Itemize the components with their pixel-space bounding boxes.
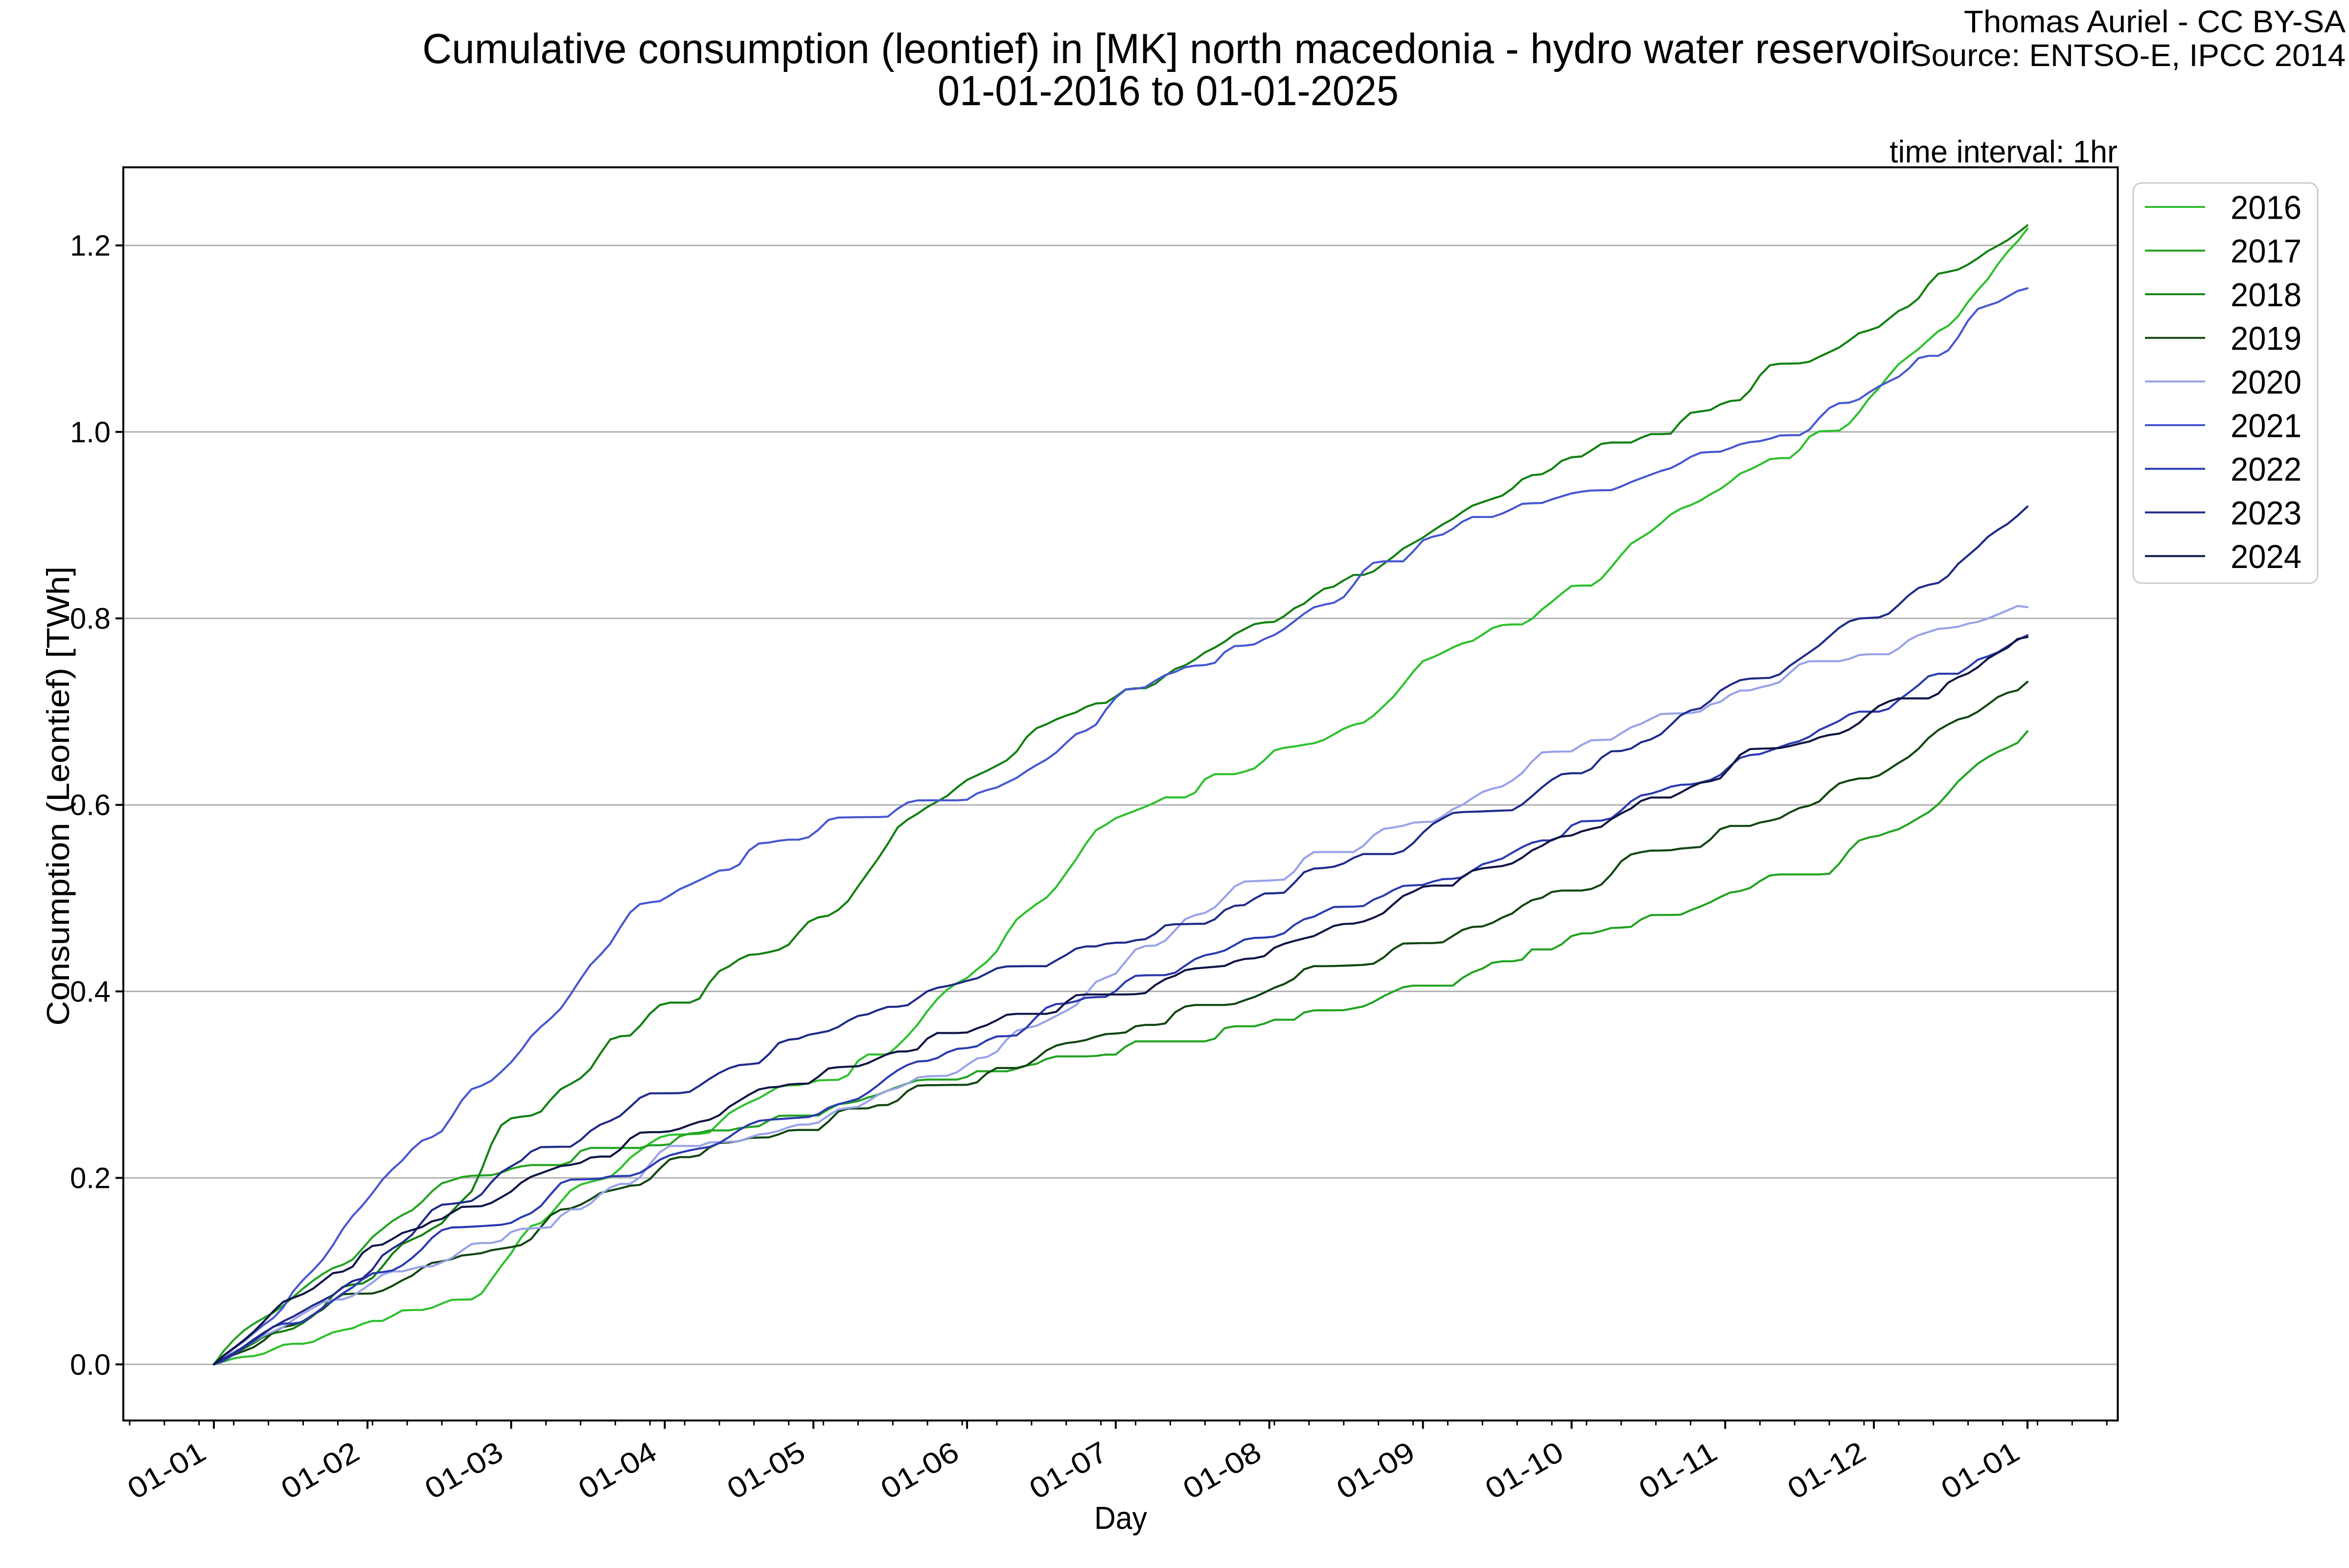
- svg-text:2021: 2021: [2231, 408, 2302, 445]
- svg-text:Consumption (Leontief) [TWh]: Consumption (Leontief) [TWh]: [40, 567, 76, 1026]
- svg-text:0.0: 0.0: [70, 1348, 111, 1381]
- svg-text:01-01-2016 to 01-01-2025: 01-01-2016 to 01-01-2025: [938, 68, 1399, 114]
- svg-text:2022: 2022: [2231, 451, 2302, 488]
- svg-text:2016: 2016: [2231, 189, 2302, 227]
- svg-text:2018: 2018: [2231, 276, 2302, 314]
- svg-text:0.6: 0.6: [70, 789, 111, 821]
- svg-text:2019: 2019: [2231, 320, 2302, 357]
- svg-text:1.2: 1.2: [70, 229, 111, 262]
- svg-text:2024: 2024: [2231, 538, 2302, 575]
- svg-text:2017: 2017: [2231, 233, 2302, 270]
- svg-text:2020: 2020: [2231, 364, 2302, 401]
- svg-text:time interval: 1hr: time interval: 1hr: [1889, 134, 2118, 169]
- svg-text:Day: Day: [1094, 1500, 1147, 1536]
- svg-text:0.2: 0.2: [70, 1162, 111, 1195]
- svg-text:Cumulative consumption (leonti: Cumulative consumption (leontief) in [MK…: [422, 25, 1914, 72]
- svg-text:1.0: 1.0: [70, 416, 111, 449]
- svg-text:Thomas Auriel - CC BY-SA: Thomas Auriel - CC BY-SA: [1964, 4, 2346, 39]
- svg-text:0.4: 0.4: [70, 975, 111, 1008]
- svg-text:2023: 2023: [2231, 495, 2302, 532]
- svg-text:Source: ENTSO-E, IPCC 2014: Source: ENTSO-E, IPCC 2014: [1910, 38, 2346, 73]
- svg-text:0.8: 0.8: [70, 602, 111, 635]
